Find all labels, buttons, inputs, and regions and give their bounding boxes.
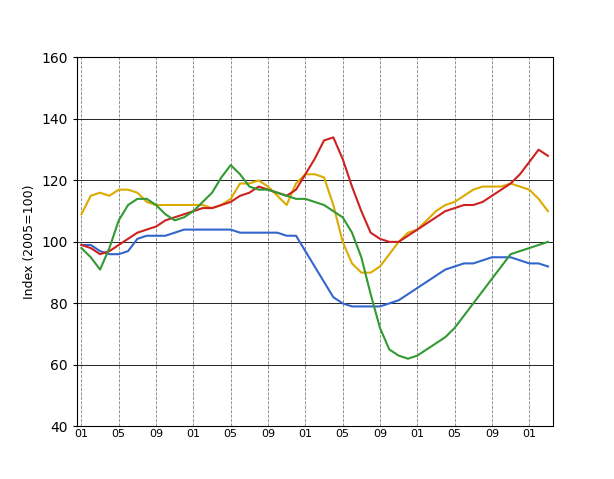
Manufacture of paper and paper products <box>78 211 85 217</box>
Manufacture of textiles and textile products <box>348 304 356 309</box>
Manufacture of paper and paper products <box>181 202 188 208</box>
Manufacture of textiles and textile products <box>236 230 244 236</box>
Chemical industry <box>330 135 337 140</box>
Chemical industry <box>96 251 104 257</box>
Chemical industry <box>404 233 411 239</box>
Metal industry <box>395 353 402 358</box>
Metal industry <box>404 356 411 362</box>
Manufacture of textiles and textile products <box>181 227 188 232</box>
Manufacture of paper and paper products <box>535 196 542 202</box>
Y-axis label: Index (2005=100): Index (2005=100) <box>23 184 36 299</box>
Manufacture of paper and paper products <box>404 230 411 236</box>
Line: Metal industry: Metal industry <box>82 165 548 359</box>
Manufacture of textiles and textile products <box>432 273 440 279</box>
Manufacture of paper and paper products <box>227 196 235 202</box>
Chemical industry <box>432 215 440 220</box>
Manufacture of textiles and textile products <box>78 242 85 248</box>
Metal industry <box>218 174 225 180</box>
Manufacture of textiles and textile products <box>190 227 197 232</box>
Metal industry <box>236 171 244 177</box>
Line: Manufacture of textiles and textile products: Manufacture of textiles and textile prod… <box>82 229 548 307</box>
Metal industry <box>181 215 188 220</box>
Manufacture of textiles and textile products <box>544 263 551 269</box>
Metal industry <box>544 239 551 245</box>
Manufacture of paper and paper products <box>301 171 309 177</box>
Chemical industry <box>544 153 551 159</box>
Chemical industry <box>190 208 197 214</box>
Line: Manufacture of paper and paper products: Manufacture of paper and paper products <box>82 174 548 273</box>
Manufacture of textiles and textile products <box>404 291 411 297</box>
Manufacture of textiles and textile products <box>535 261 542 266</box>
Manufacture of paper and paper products <box>357 270 365 275</box>
Metal industry <box>432 341 440 346</box>
Metal industry <box>227 162 235 168</box>
Manufacture of paper and paper products <box>432 208 440 214</box>
Manufacture of textiles and textile products <box>227 227 235 232</box>
Chemical industry <box>236 193 244 199</box>
Manufacture of paper and paper products <box>544 208 551 214</box>
Chemical industry <box>78 242 85 248</box>
Metal industry <box>78 245 85 251</box>
Manufacture of paper and paper products <box>218 202 225 208</box>
Chemical industry <box>535 147 542 153</box>
Line: Chemical industry: Chemical industry <box>82 137 548 254</box>
Metal industry <box>535 242 542 248</box>
Chemical industry <box>227 199 235 205</box>
